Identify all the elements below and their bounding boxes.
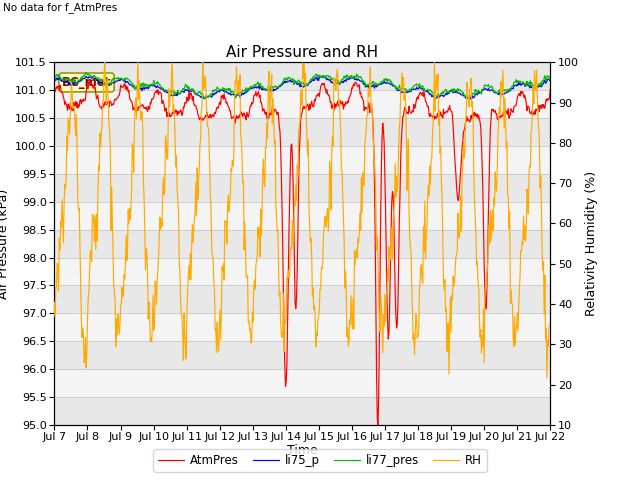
RH (51, 300, 58, 305)
Bar (54, 369, 550, 397)
AtmPres (111, 96, 119, 102)
AtmPres (363, 106, 371, 112)
RH (188, 241, 195, 247)
li75_p (51, 78, 58, 84)
AtmPres (547, 86, 554, 92)
Bar (54, 341, 550, 369)
li77_pres (162, 87, 170, 93)
RH (60, 240, 67, 245)
Bar (54, 202, 550, 229)
li75_p (111, 80, 118, 85)
li75_p (60, 78, 67, 84)
Line: li77_pres: li77_pres (54, 72, 550, 98)
AtmPres (51, 86, 58, 92)
AtmPres (188, 93, 195, 98)
RH (547, 321, 554, 327)
Y-axis label: Relativity Humidity (%): Relativity Humidity (%) (584, 171, 598, 316)
li77_pres (378, 79, 386, 84)
li77_pres (60, 78, 67, 84)
AtmPres (85, 79, 93, 84)
Bar (54, 118, 550, 146)
li77_pres (188, 86, 195, 92)
RH (162, 133, 170, 139)
Bar (54, 229, 550, 258)
li75_p (467, 96, 474, 102)
li77_pres (200, 96, 208, 101)
Line: RH: RH (54, 62, 550, 378)
AtmPres (378, 133, 386, 139)
RH (111, 298, 119, 304)
Bar (54, 313, 550, 341)
RH (363, 113, 371, 119)
Bar (54, 146, 550, 174)
Bar (54, 62, 550, 90)
li75_p (378, 82, 385, 87)
RH (101, 60, 109, 65)
li75_p (187, 88, 195, 94)
X-axis label: Time: Time (287, 444, 318, 457)
RH (543, 375, 551, 381)
Bar (54, 258, 550, 286)
li75_p (161, 89, 168, 95)
li75_p (363, 84, 371, 89)
Bar (54, 90, 550, 118)
AtmPres (374, 425, 382, 431)
Bar (54, 174, 550, 202)
li77_pres (51, 77, 58, 83)
Text: BC_met: BC_met (62, 76, 111, 89)
Text: No data for f_AtmPres: No data for f_AtmPres (3, 2, 118, 13)
li75_p (318, 73, 326, 79)
Legend: AtmPres, li75_p, li77_pres, RH: AtmPres, li75_p, li77_pres, RH (153, 449, 487, 472)
Bar (54, 397, 550, 425)
li77_pres (364, 82, 371, 88)
Y-axis label: Air Pressure (kPa): Air Pressure (kPa) (0, 189, 10, 299)
Line: AtmPres: AtmPres (54, 82, 550, 428)
Title: Air Pressure and RH: Air Pressure and RH (227, 45, 378, 60)
AtmPres (60, 95, 67, 100)
li77_pres (547, 76, 554, 82)
li77_pres (83, 69, 90, 75)
Line: li75_p: li75_p (54, 76, 550, 99)
Bar (54, 286, 550, 313)
RH (378, 305, 385, 311)
li77_pres (111, 75, 119, 81)
AtmPres (162, 107, 170, 113)
li75_p (547, 77, 554, 83)
